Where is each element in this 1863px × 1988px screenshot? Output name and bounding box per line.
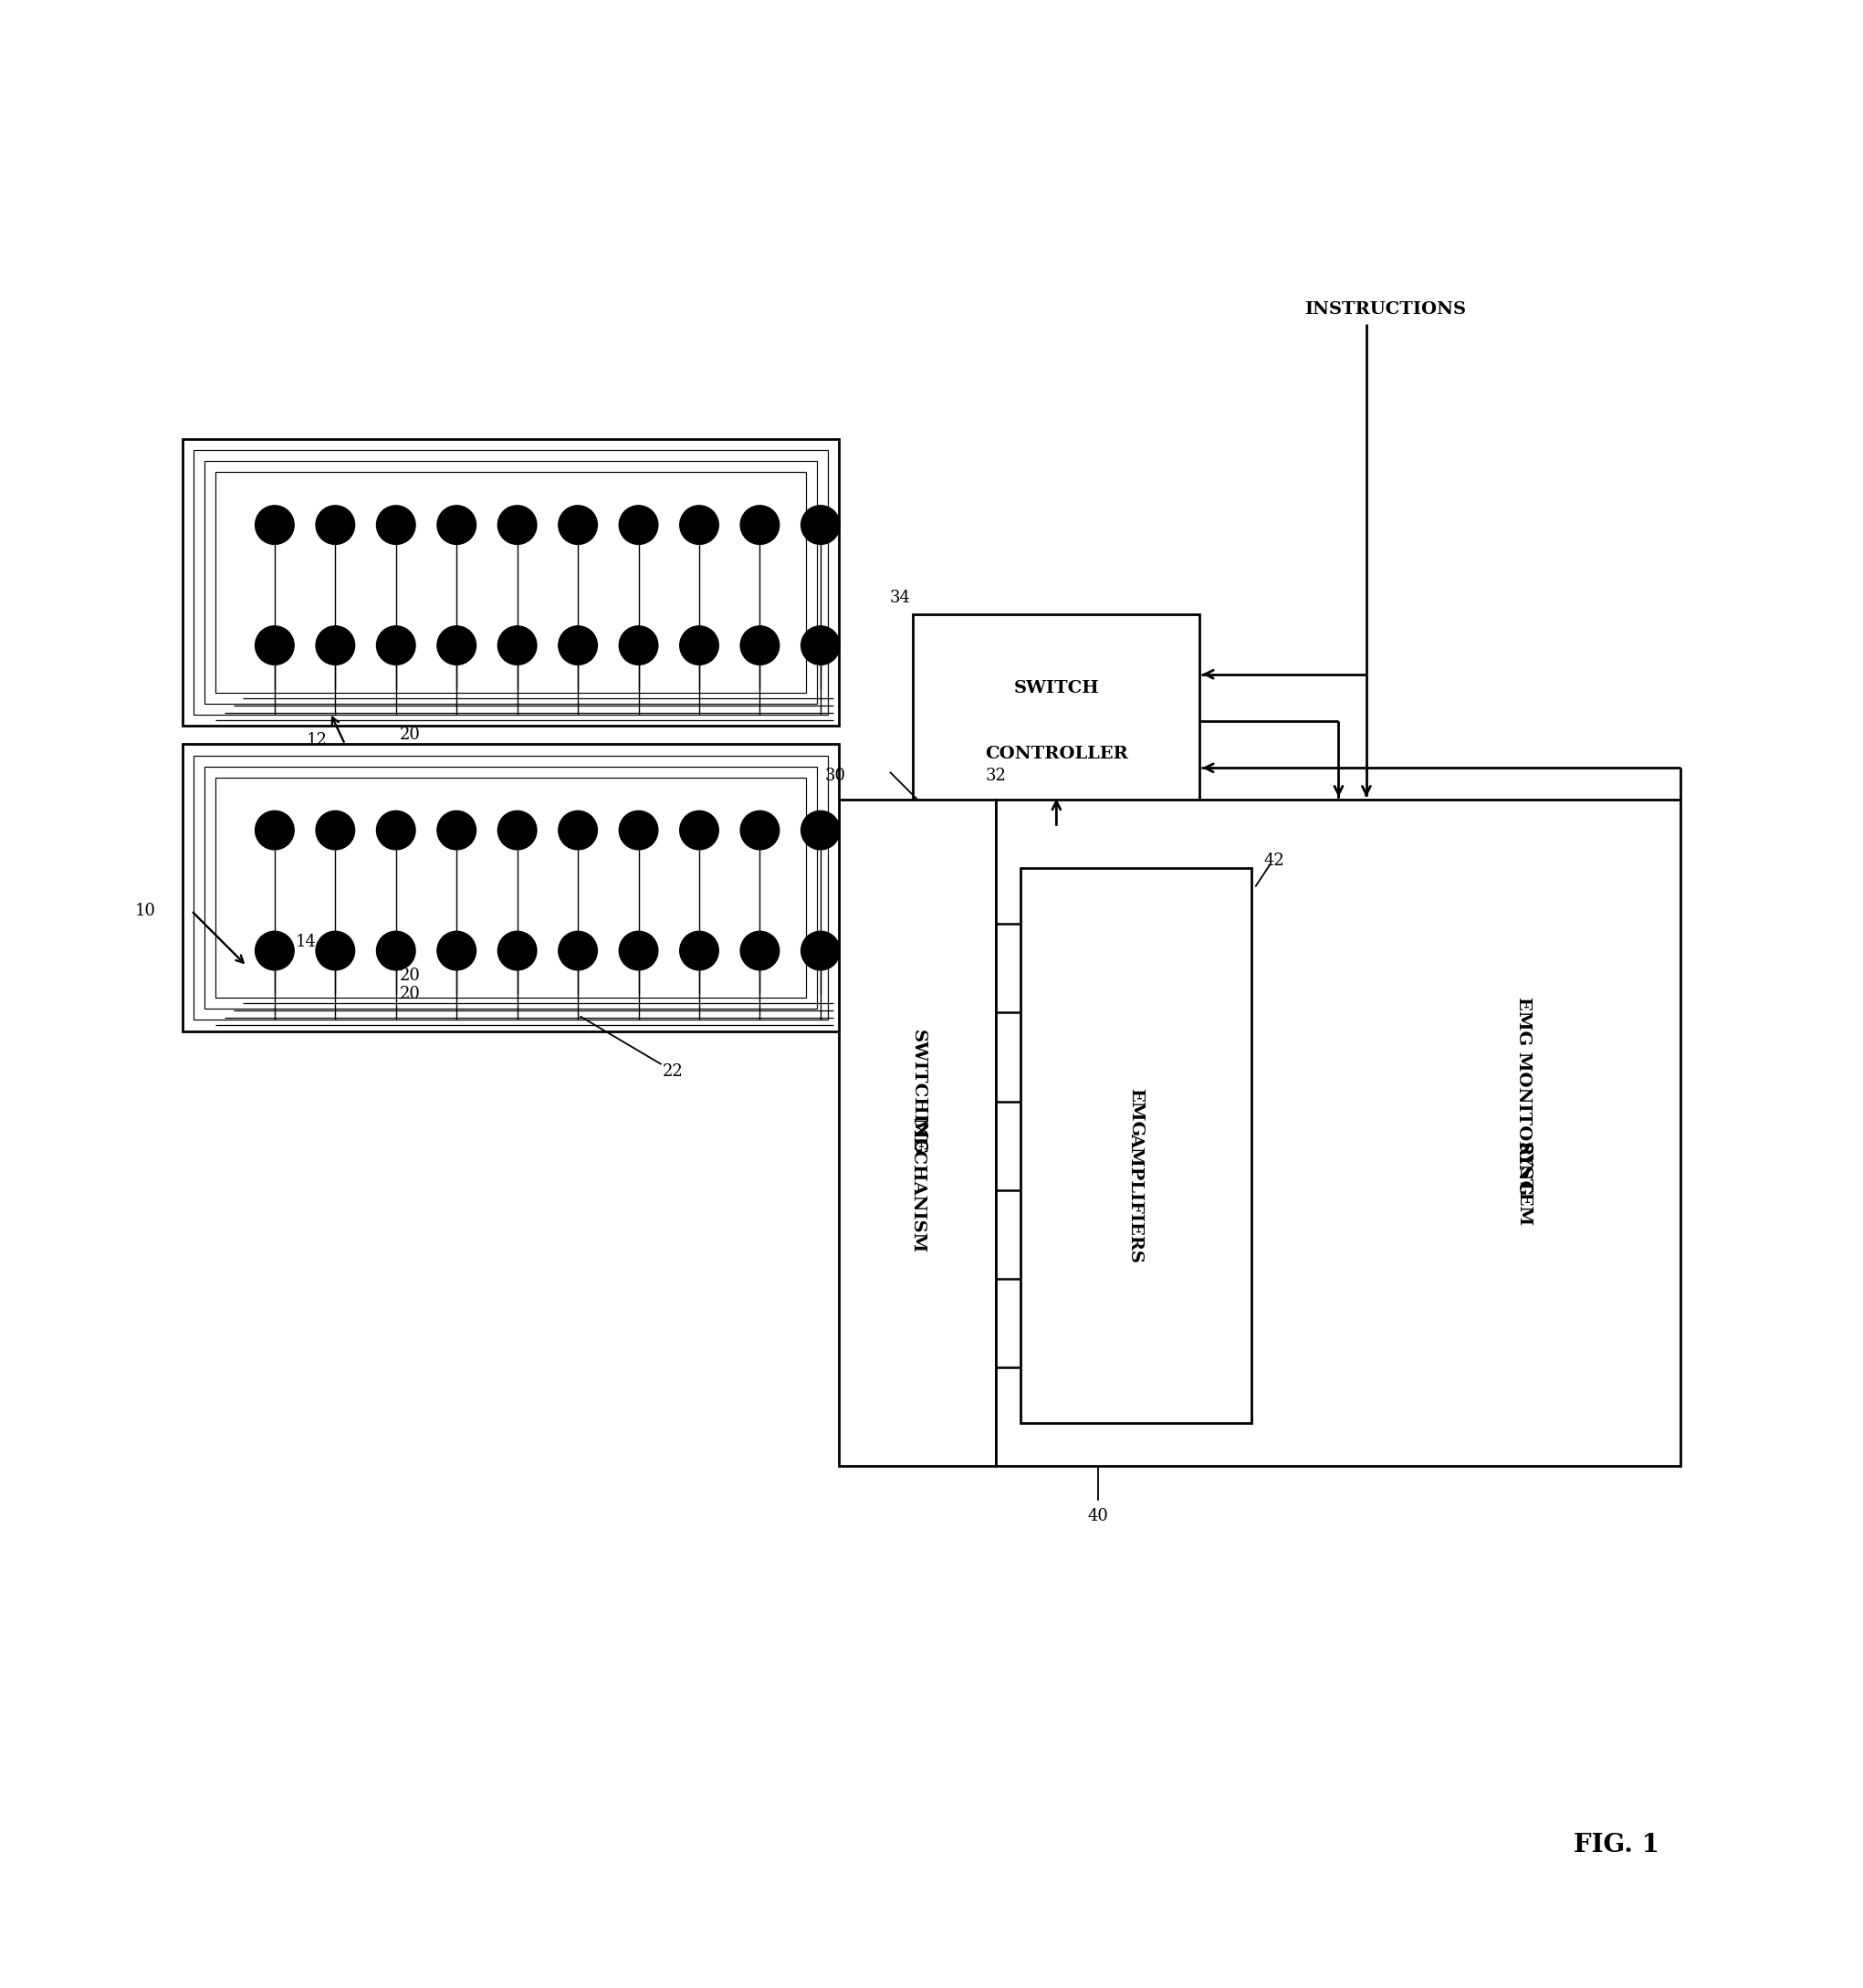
Circle shape bbox=[559, 626, 598, 664]
Text: EMG: EMG bbox=[1127, 1087, 1144, 1137]
Circle shape bbox=[497, 930, 537, 970]
Circle shape bbox=[559, 930, 598, 970]
Circle shape bbox=[317, 811, 354, 849]
Circle shape bbox=[801, 930, 840, 970]
Bar bbox=[183, 744, 838, 1032]
Bar bbox=[194, 449, 827, 714]
Bar bbox=[194, 755, 827, 1020]
Text: 34: 34 bbox=[891, 590, 911, 606]
Circle shape bbox=[376, 930, 415, 970]
Circle shape bbox=[376, 811, 415, 849]
Circle shape bbox=[559, 811, 598, 849]
Circle shape bbox=[619, 505, 658, 545]
Text: 32: 32 bbox=[986, 767, 1006, 783]
Circle shape bbox=[317, 626, 354, 664]
Text: CONTROLLER: CONTROLLER bbox=[986, 746, 1127, 763]
Circle shape bbox=[317, 930, 354, 970]
Text: 12: 12 bbox=[307, 732, 328, 749]
Text: SYSTEM: SYSTEM bbox=[1515, 1141, 1531, 1227]
Text: 14: 14 bbox=[296, 934, 317, 950]
Circle shape bbox=[619, 930, 658, 970]
Circle shape bbox=[680, 930, 719, 970]
Text: 20: 20 bbox=[399, 986, 421, 1002]
Text: 20: 20 bbox=[399, 968, 421, 984]
Circle shape bbox=[255, 626, 294, 664]
Circle shape bbox=[497, 811, 537, 849]
Text: 42: 42 bbox=[1263, 853, 1284, 869]
Circle shape bbox=[438, 930, 477, 970]
Circle shape bbox=[376, 626, 415, 664]
Circle shape bbox=[740, 626, 779, 664]
Text: 20: 20 bbox=[399, 728, 421, 744]
Circle shape bbox=[438, 505, 477, 545]
Circle shape bbox=[680, 505, 719, 545]
Circle shape bbox=[680, 626, 719, 664]
Bar bbox=[1021, 869, 1252, 1423]
Circle shape bbox=[619, 811, 658, 849]
Circle shape bbox=[317, 505, 354, 545]
Circle shape bbox=[255, 930, 294, 970]
Text: SWITCH: SWITCH bbox=[1013, 680, 1099, 696]
Bar bbox=[913, 614, 1200, 827]
Bar bbox=[205, 767, 816, 1008]
Bar bbox=[216, 777, 805, 998]
Text: AMPLIFIERS: AMPLIFIERS bbox=[1127, 1133, 1144, 1262]
Text: 22: 22 bbox=[661, 1064, 684, 1079]
Circle shape bbox=[438, 626, 477, 664]
Circle shape bbox=[497, 505, 537, 545]
Text: 40: 40 bbox=[1088, 1507, 1108, 1525]
Circle shape bbox=[801, 626, 840, 664]
Text: MECHANISM: MECHANISM bbox=[909, 1117, 926, 1252]
Circle shape bbox=[376, 505, 415, 545]
Circle shape bbox=[255, 505, 294, 545]
Text: INSTRUCTIONS: INSTRUCTIONS bbox=[1304, 302, 1466, 318]
Text: EMG MONITORING: EMG MONITORING bbox=[1515, 996, 1531, 1195]
Bar bbox=[997, 799, 1680, 1465]
Circle shape bbox=[559, 505, 598, 545]
Circle shape bbox=[801, 811, 840, 849]
Text: 16: 16 bbox=[268, 952, 289, 968]
Text: 30: 30 bbox=[825, 767, 846, 783]
Circle shape bbox=[740, 505, 779, 545]
Circle shape bbox=[497, 626, 537, 664]
Bar bbox=[838, 799, 997, 1465]
Circle shape bbox=[438, 811, 477, 849]
Circle shape bbox=[255, 811, 294, 849]
Circle shape bbox=[740, 930, 779, 970]
Circle shape bbox=[740, 811, 779, 849]
Text: FIG. 1: FIG. 1 bbox=[1572, 1833, 1658, 1857]
Bar bbox=[183, 439, 838, 726]
Bar bbox=[216, 473, 805, 692]
Circle shape bbox=[619, 626, 658, 664]
Bar bbox=[205, 461, 816, 704]
Circle shape bbox=[680, 811, 719, 849]
Text: 10: 10 bbox=[134, 903, 156, 918]
Circle shape bbox=[801, 505, 840, 545]
Text: SWITCHING: SWITCHING bbox=[909, 1030, 926, 1155]
